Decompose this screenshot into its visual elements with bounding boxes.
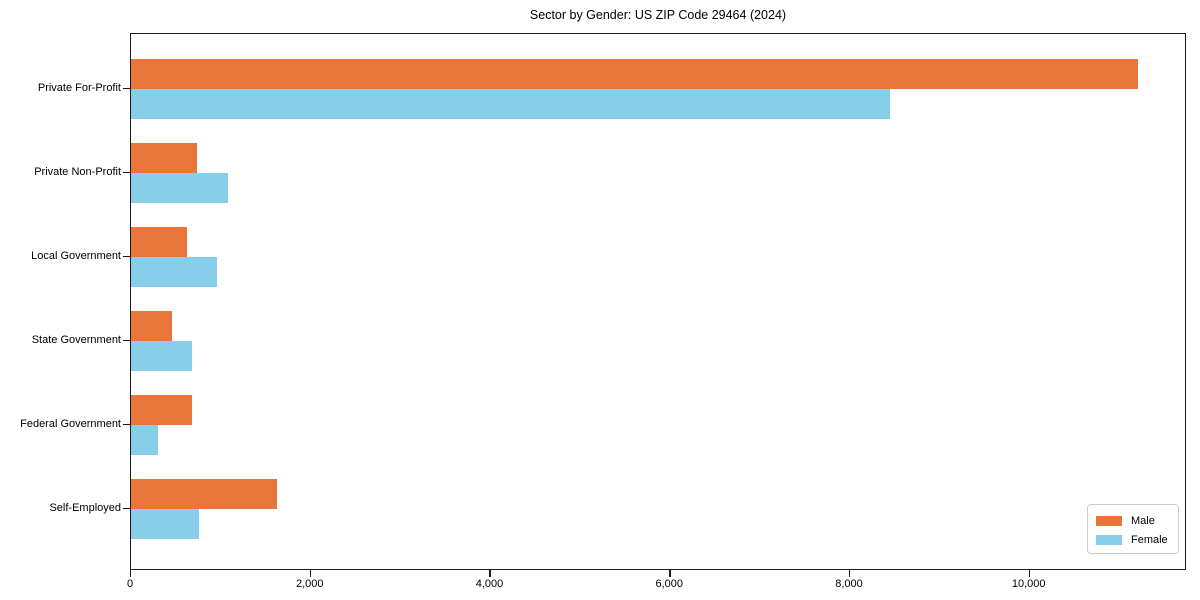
bar-male-private-for-profit	[131, 59, 1138, 89]
y-axis-label-local-government: Local Government	[31, 250, 121, 262]
bar-female-state-government	[131, 341, 193, 371]
legend-entry-male: Male	[1096, 512, 1178, 529]
x-tick-label: 2,000	[295, 578, 324, 590]
legend: Male Female	[1087, 504, 1179, 554]
x-tick-label: 6,000	[655, 578, 683, 590]
bar-male-private-non-profit	[131, 143, 197, 173]
bar-male-local-government	[131, 227, 187, 257]
legend-swatch-female	[1096, 534, 1122, 545]
y-tick	[123, 172, 130, 174]
legend-swatch-male	[1096, 515, 1122, 526]
bar-female-federal-government	[131, 425, 158, 455]
bar-female-private-for-profit	[131, 89, 890, 119]
bar-male-state-government	[131, 311, 173, 341]
x-tick-label: 10,000	[1011, 578, 1046, 590]
legend-entry-female: Female	[1096, 531, 1178, 548]
y-tick	[123, 340, 130, 342]
legend-label-male: Male	[1131, 514, 1155, 527]
y-axis-label-federal-government: Federal Government	[20, 418, 121, 430]
x-tick	[669, 570, 671, 577]
y-tick	[123, 88, 130, 90]
y-axis-label-self-employed: Self-Employed	[49, 502, 121, 514]
x-tick	[309, 570, 312, 577]
y-tick	[123, 424, 130, 426]
y-axis-label-state-government: State Government	[31, 334, 121, 346]
bar-female-self-employed	[131, 509, 200, 539]
y-axis-label-private-non-profit: Private Non-Profit	[34, 166, 121, 178]
x-tick	[130, 570, 132, 577]
y-tick	[123, 508, 130, 510]
plot-area	[130, 33, 1186, 570]
bar-male-federal-government	[131, 395, 193, 425]
y-tick	[123, 256, 130, 258]
bar-female-local-government	[131, 257, 218, 287]
bar-male-self-employed	[131, 479, 277, 509]
x-tick	[489, 570, 491, 577]
chart-title: Sector by Gender: US ZIP Code 29464 (202…	[529, 8, 787, 22]
bar-female-private-non-profit	[131, 173, 229, 203]
x-tick-label: 4,000	[475, 578, 504, 590]
y-axis-label-private-for-profit: Private For-Profit	[37, 82, 121, 94]
legend-label-female: Female	[1131, 533, 1168, 546]
x-tick	[1028, 570, 1031, 577]
x-tick-label: 0	[126, 578, 134, 590]
x-tick-label: 8,000	[835, 578, 863, 590]
x-tick	[848, 570, 851, 577]
